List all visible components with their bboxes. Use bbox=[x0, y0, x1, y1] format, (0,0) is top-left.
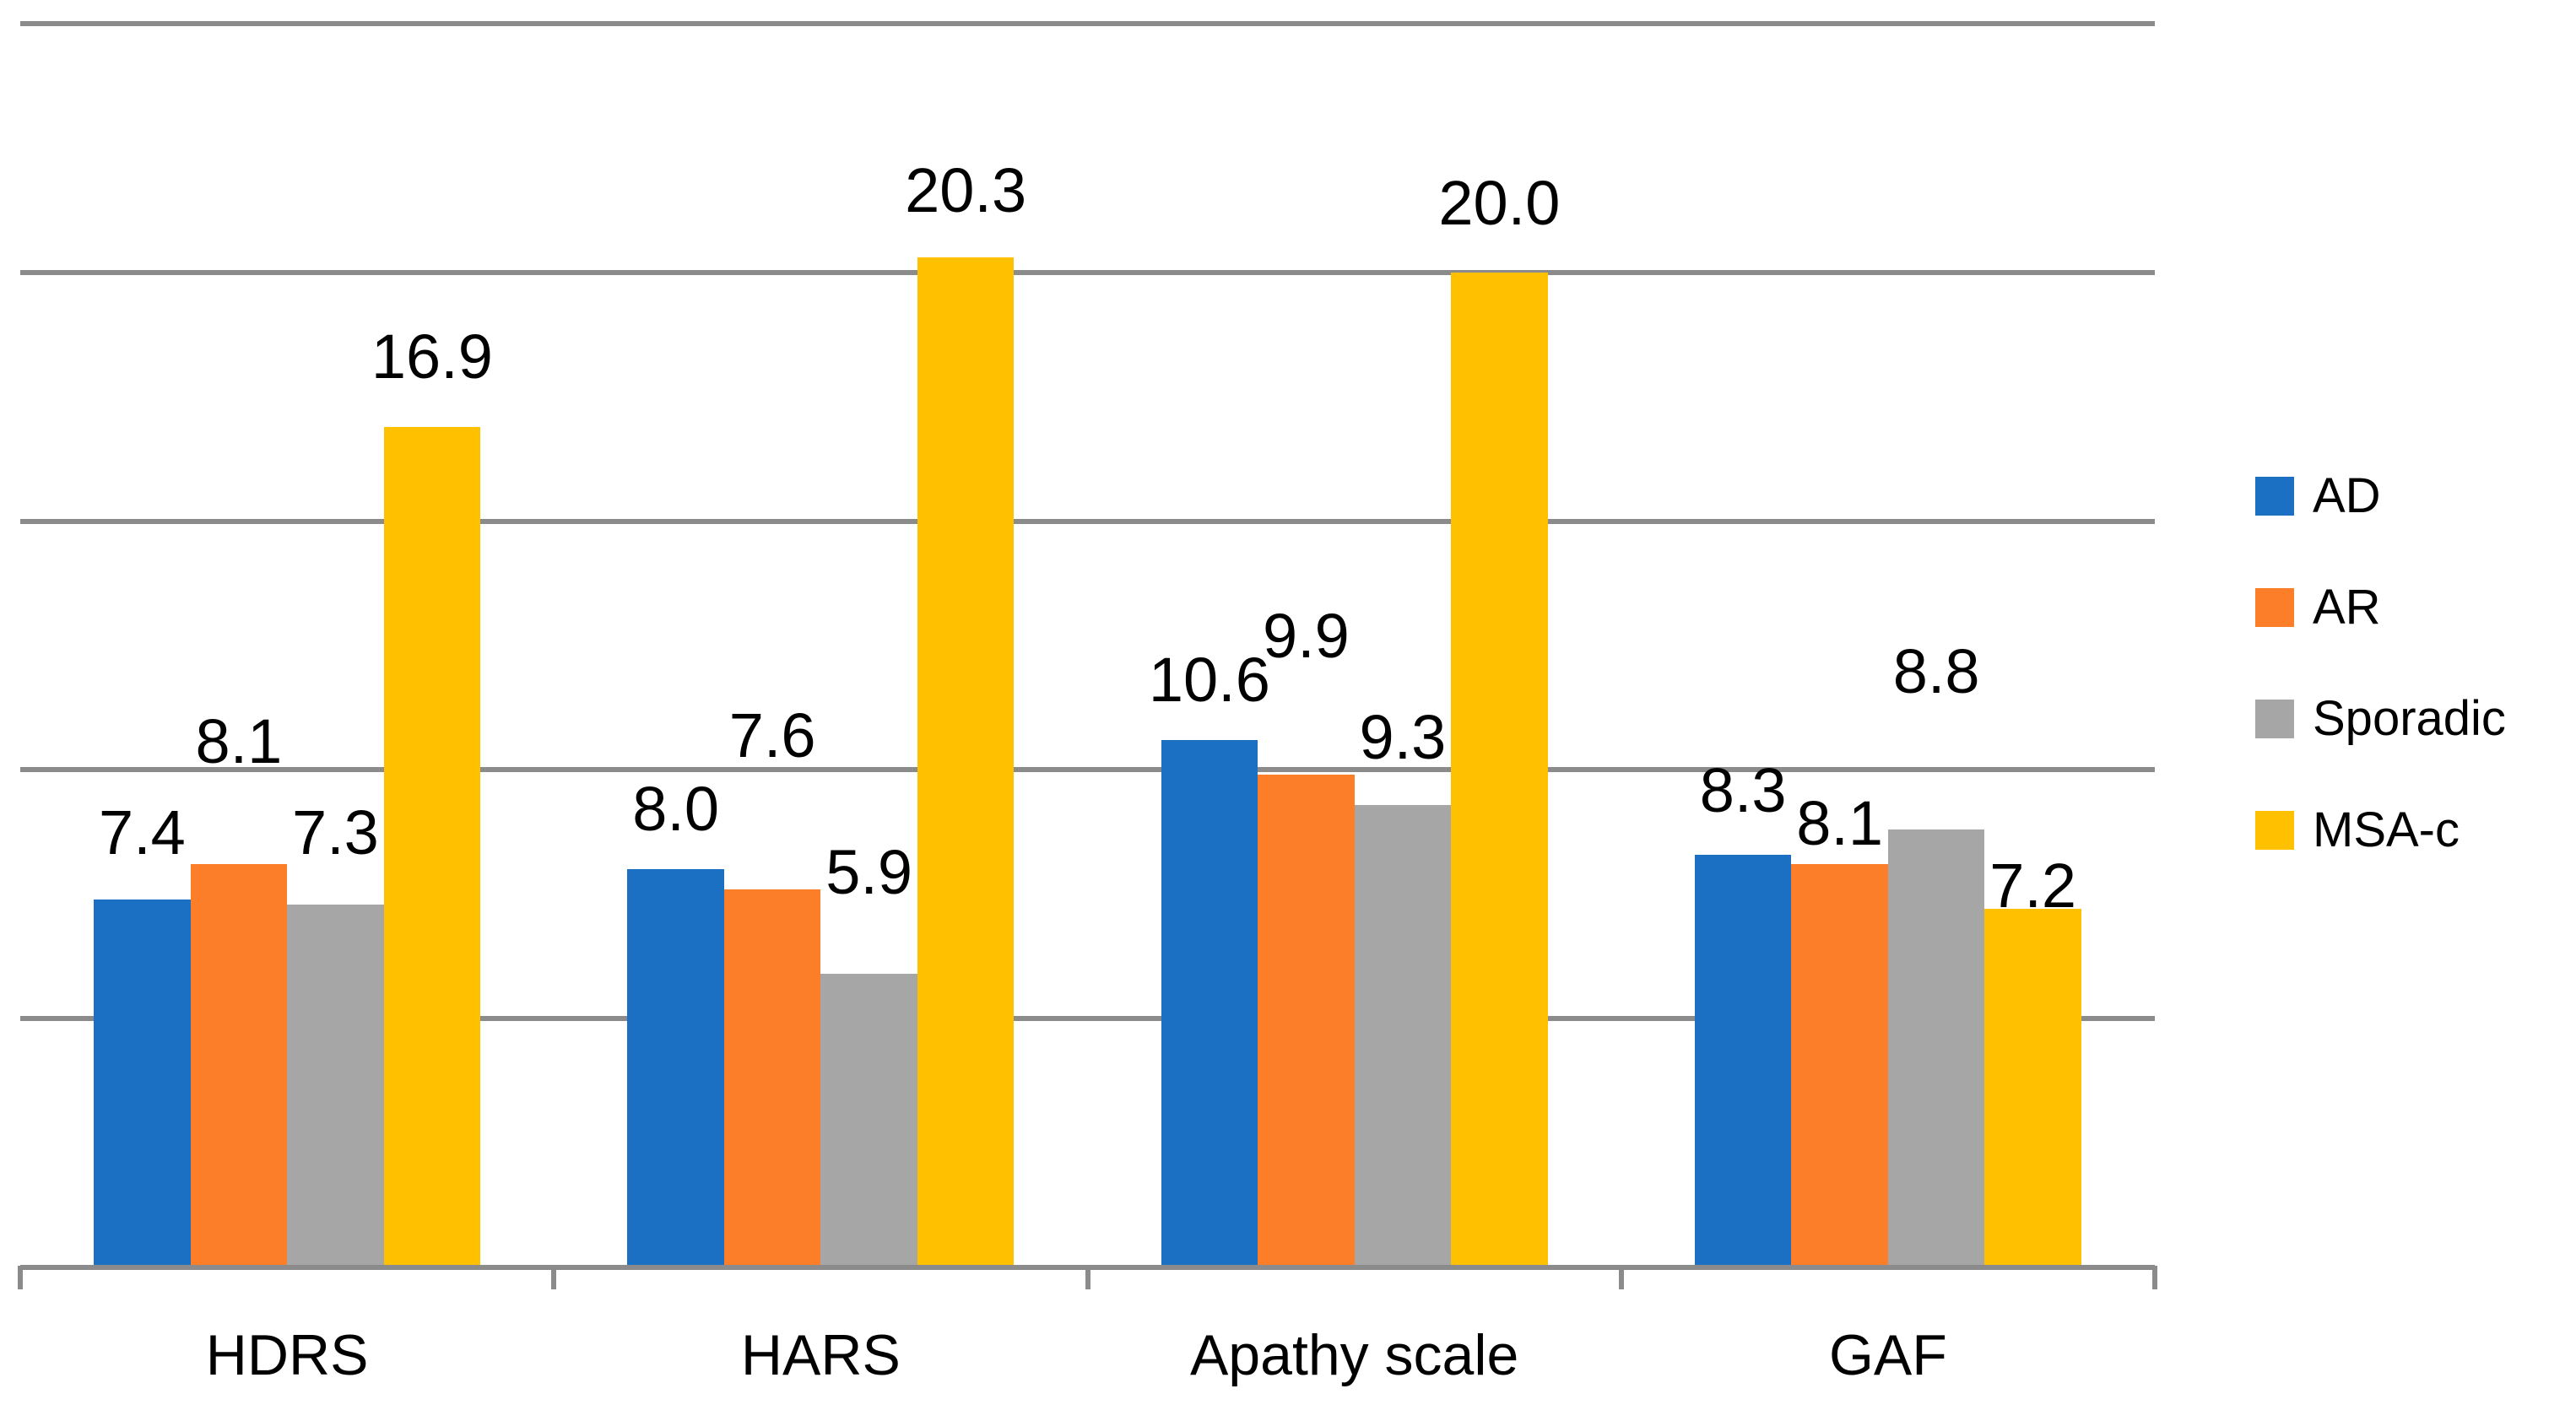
legend-label-sporadic: Sporadic bbox=[2313, 691, 2506, 746]
bar-hars-ad bbox=[627, 869, 724, 1267]
x-axis-tick bbox=[2152, 1266, 2157, 1289]
legend-swatch-sporadic bbox=[2255, 700, 2294, 738]
x-axis-tick bbox=[1618, 1266, 1624, 1289]
x-axis-tick bbox=[18, 1266, 23, 1289]
value-label-hars-ad: 8.0 bbox=[632, 774, 720, 845]
value-label-hars-sporadic: 5.9 bbox=[825, 837, 913, 908]
bar-apathy-scale-sporadic bbox=[1354, 804, 1452, 1267]
legend-swatch-ad bbox=[2255, 477, 2294, 516]
legend-label-msa-c: MSA-c bbox=[2313, 802, 2460, 857]
gridline-20 bbox=[20, 269, 2155, 275]
value-label-hars-msa-c: 20.3 bbox=[905, 155, 1027, 226]
bar-gaf-ar bbox=[1791, 864, 1888, 1267]
bar-gaf-sporadic bbox=[1887, 829, 1985, 1267]
value-label-apathy-scale-ad: 10.6 bbox=[1148, 645, 1270, 716]
value-label-apathy-scale-msa-c: 20.0 bbox=[1438, 167, 1561, 238]
bar-apathy-scale-ar bbox=[1258, 775, 1355, 1267]
value-label-hdrs-ar: 8.1 bbox=[195, 706, 283, 777]
value-label-gaf-ar: 8.1 bbox=[1796, 788, 1884, 859]
bar-hdrs-msa-c bbox=[383, 426, 481, 1267]
bar-hars-sporadic bbox=[820, 974, 917, 1267]
legend-swatch-msa-c bbox=[2255, 811, 2294, 850]
bar-gaf-ad bbox=[1694, 854, 1792, 1267]
bar-hdrs-ad bbox=[94, 899, 191, 1267]
gridline-5 bbox=[20, 1016, 2155, 1022]
category-label-gaf: GAF bbox=[1828, 1323, 1947, 1387]
value-label-hdrs-sporadic: 7.3 bbox=[291, 797, 379, 867]
value-label-hdrs-msa-c: 16.9 bbox=[371, 321, 493, 392]
value-label-gaf-ad: 8.3 bbox=[1699, 754, 1787, 825]
bar-apathy-scale-ad bbox=[1161, 740, 1258, 1267]
value-label-gaf-msa-c: 7.2 bbox=[1989, 850, 2077, 921]
bar-apathy-scale-msa-c bbox=[1451, 272, 1548, 1267]
value-label-hars-ar: 7.6 bbox=[728, 700, 816, 770]
gridline-15 bbox=[20, 518, 2155, 524]
category-label-hars: HARS bbox=[740, 1323, 901, 1387]
category-label-apathy-scale: Apathy scale bbox=[1189, 1323, 1519, 1387]
value-label-apathy-scale-ar: 9.9 bbox=[1262, 601, 1350, 672]
legend-swatch-ar bbox=[2255, 588, 2294, 627]
value-label-hdrs-ad: 7.4 bbox=[98, 797, 186, 867]
bar-hdrs-ar bbox=[190, 864, 288, 1267]
gridline-25 bbox=[20, 21, 2155, 26]
legend-label-ar: AR bbox=[2313, 580, 2381, 635]
bar-hars-msa-c bbox=[917, 257, 1015, 1267]
bar-hars-ar bbox=[723, 889, 821, 1267]
gridline-10 bbox=[20, 767, 2155, 773]
value-label-gaf-sporadic: 8.8 bbox=[1892, 636, 1980, 707]
x-axis-tick bbox=[1085, 1266, 1090, 1289]
legend-item-sporadic: Sporadic bbox=[2255, 694, 2506, 743]
bar-hdrs-sporadic bbox=[287, 904, 384, 1267]
category-label-hdrs: HDRS bbox=[205, 1323, 369, 1387]
legend-item-ad: AD bbox=[2255, 472, 2381, 521]
legend-item-ar: AR bbox=[2255, 583, 2381, 632]
value-label-apathy-scale-sporadic: 9.3 bbox=[1359, 701, 1447, 772]
x-axis-tick bbox=[551, 1266, 557, 1289]
legend-item-msa-c: MSA-c bbox=[2255, 806, 2460, 855]
bar-gaf-msa-c bbox=[1984, 909, 2081, 1267]
legend-label-ad: AD bbox=[2313, 468, 2381, 523]
